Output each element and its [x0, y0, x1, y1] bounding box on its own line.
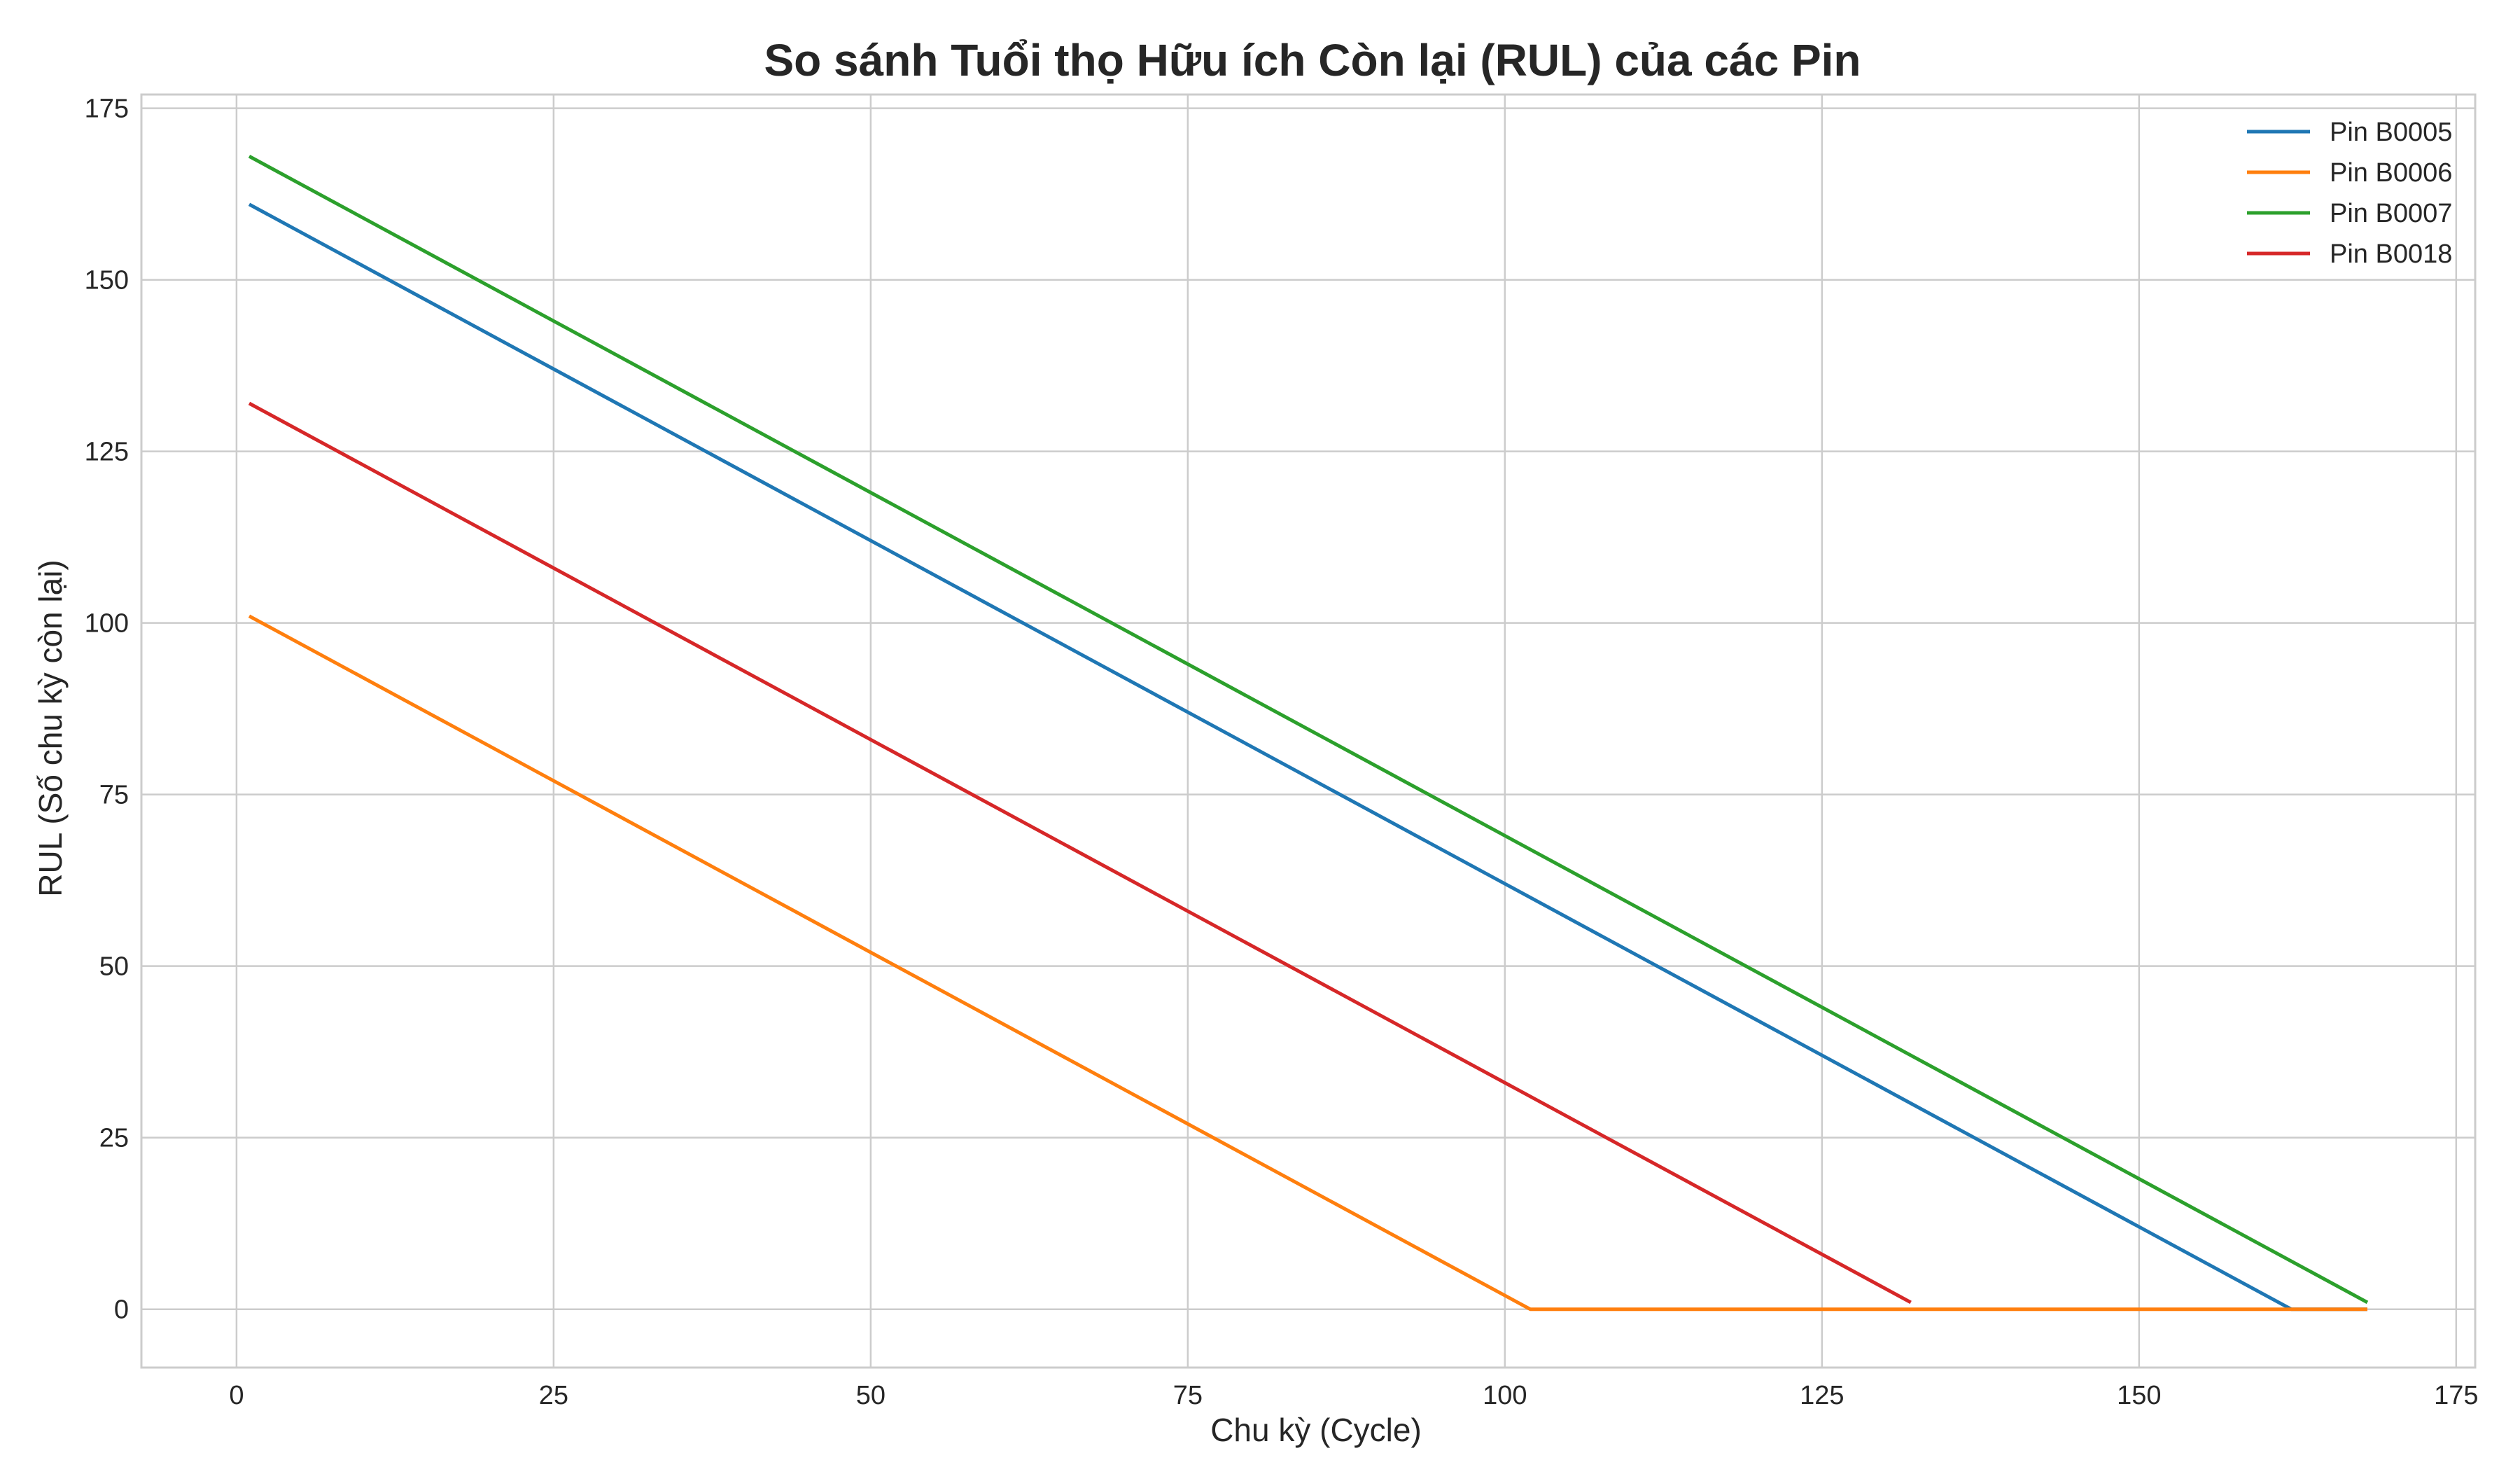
legend-label-pin-b0006: Pin B0006 — [2330, 158, 2452, 188]
series-line-pin-b0006 — [248, 614, 2367, 1312]
legend: Pin B0005 Pin B0006 Pin B0007 Pin B0018 — [2247, 118, 2452, 269]
x-axis-label: Chu kỳ (Cycle) — [1210, 1412, 1422, 1448]
y-tick-label: 125 — [85, 438, 129, 467]
y-tick-label: 175 — [85, 95, 129, 124]
x-tick-label: 75 — [1173, 1381, 1203, 1410]
y-tick-label: 100 — [85, 609, 129, 639]
y-tick-label: 50 — [99, 952, 129, 982]
y-tick-label: 0 — [114, 1295, 129, 1325]
legend-label-pin-b0005: Pin B0005 — [2330, 118, 2452, 147]
x-tick-label: 175 — [2434, 1381, 2478, 1410]
plot-area-frame — [140, 93, 2477, 1369]
y-axis-label: RUL (Số chu kỳ còn lại) — [32, 559, 69, 896]
x-tick-labels: 0 25 50 75 100 125 150 175 — [229, 1381, 2478, 1410]
legend-label-pin-b0018: Pin B0018 — [2330, 239, 2452, 269]
grid — [141, 95, 2475, 1368]
series-lines — [248, 155, 2369, 1312]
x-tick-label: 125 — [1800, 1381, 1844, 1410]
y-tick-label: 150 — [85, 266, 129, 296]
x-tick-label: 150 — [2117, 1381, 2161, 1410]
x-tick-label: 50 — [856, 1381, 886, 1410]
y-tick-labels: 0 25 50 75 100 125 150 175 — [85, 95, 129, 1325]
x-tick-label: 25 — [539, 1381, 568, 1410]
y-tick-label: 25 — [99, 1124, 129, 1153]
legend-label-pin-b0007: Pin B0007 — [2330, 199, 2452, 228]
series-line-pin-b0018 — [248, 401, 1912, 1305]
series-line-pin-b0005 — [248, 202, 2367, 1312]
chart-title: So sánh Tuổi thọ Hữu ích Còn lại (RUL) c… — [764, 35, 1861, 85]
y-tick-label: 75 — [99, 781, 129, 810]
x-tick-label: 0 — [229, 1381, 244, 1410]
x-tick-label: 100 — [1483, 1381, 1527, 1410]
series-line-pin-b0007 — [248, 155, 2369, 1305]
